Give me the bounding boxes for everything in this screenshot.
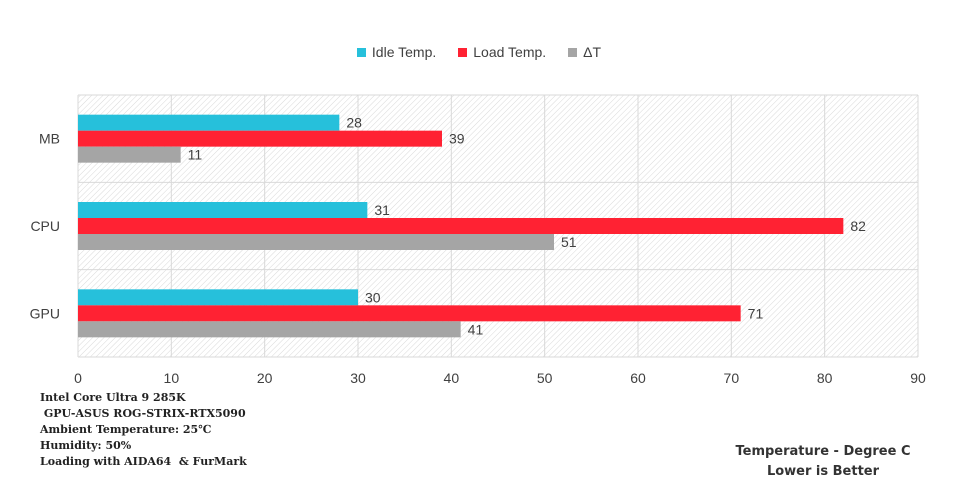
- bar: [78, 305, 741, 322]
- bar: [78, 321, 461, 338]
- data-labels: 28 39 11 31 82 51 30 71 41: [188, 115, 866, 338]
- x-tick-label: 0: [74, 370, 82, 386]
- bar: [78, 130, 442, 147]
- bar-value-label: 28: [346, 115, 362, 131]
- chart-legend: Idle Temp. Load Temp. ΔT: [0, 44, 958, 60]
- bar: [78, 146, 181, 163]
- bar-value-label: 71: [748, 305, 764, 321]
- x-tick-label: 50: [537, 370, 553, 386]
- bar: [78, 234, 554, 250]
- note-loading: Loading with AIDA64 & FurMark: [40, 455, 247, 468]
- legend-label-idle: Idle Temp.: [371, 44, 437, 60]
- x-tick-label: 70: [724, 370, 740, 386]
- x-tick-label: 60: [630, 370, 646, 386]
- footer-unit: Temperature - Degree C: [735, 444, 911, 459]
- bars: [78, 114, 844, 338]
- category-label: CPU: [30, 218, 60, 234]
- bar-value-label: 51: [561, 234, 577, 250]
- bar-value-label: 11: [188, 147, 203, 163]
- note-humidity: Humidity: 50%: [40, 439, 132, 452]
- category-label: GPU: [30, 305, 60, 321]
- bar-value-label: 31: [374, 202, 390, 218]
- note-cpu: Intel Core Ultra 9 285K: [40, 391, 186, 404]
- legend-label-load: Load Temp.: [473, 44, 547, 60]
- legend-item-delta: ΔT: [568, 44, 601, 60]
- category-label: MB: [39, 131, 60, 147]
- test-conditions: Intel Core Ultra 9 285K GPU-ASUS ROG-STR…: [40, 390, 247, 470]
- note-ambient: Ambient Temperature: 25℃: [40, 423, 212, 436]
- category-labels: MB CPU GPU: [30, 131, 60, 322]
- bar: [78, 114, 340, 131]
- bar: [78, 202, 368, 218]
- x-tick-label: 80: [817, 370, 833, 386]
- legend-swatch-delta: [568, 47, 578, 57]
- chart-footer: Temperature - Degree C Lower is Better: [700, 442, 946, 482]
- legend-swatch-idle: [356, 47, 366, 57]
- x-tick-label: 20: [257, 370, 273, 386]
- bar-value-label: 82: [850, 218, 866, 234]
- x-tick-labels: 0 10 20 30 40 50 60 70 80 90: [74, 370, 926, 386]
- x-tick-label: 30: [350, 370, 366, 386]
- legend-label-delta: ΔT: [583, 44, 602, 60]
- note-gpu: GPU-ASUS ROG-STRIX-RTX5090: [40, 407, 246, 420]
- legend-item-idle: Idle Temp.: [356, 44, 437, 60]
- x-tick-label: 10: [164, 370, 180, 386]
- legend-swatch-load: [458, 47, 468, 57]
- x-tick-label: 40: [444, 370, 460, 386]
- x-tick-label: 90: [910, 370, 926, 386]
- bar-value-label: 30: [365, 289, 381, 305]
- bar: [78, 289, 358, 306]
- bar-value-label: 41: [468, 321, 484, 337]
- bar-value-label: 39: [449, 131, 465, 147]
- footer-hint: Lower is Better: [766, 464, 880, 479]
- legend-item-load: Load Temp.: [458, 44, 546, 60]
- bar: [78, 218, 844, 234]
